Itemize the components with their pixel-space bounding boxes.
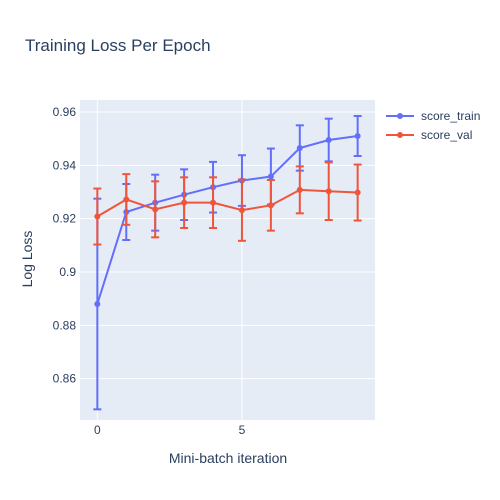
data-point [354, 189, 361, 196]
legend-label: score_train [421, 109, 480, 123]
y-ticks: 0.86 0.88 0.9 0.92 0.94 0.96 [53, 105, 77, 386]
y-tick-label: 0.86 [53, 372, 77, 386]
x-tick-label: 5 [239, 423, 246, 437]
data-point [238, 207, 245, 214]
series-score_val [93, 161, 362, 246]
series-line [96, 188, 358, 218]
legend-label: score_val [421, 128, 472, 142]
legend-swatch-marker [397, 113, 403, 119]
legend: score_train score_val [386, 109, 480, 142]
y-tick-label: 0.96 [53, 105, 77, 119]
legend-item-score_train: score_train [386, 109, 480, 123]
legend-swatch-marker [397, 132, 403, 138]
y-tick-label: 0.9 [59, 265, 76, 279]
data-point [152, 206, 159, 213]
y-tick-label: 0.92 [53, 212, 77, 226]
data-point [325, 137, 332, 143]
data-point [210, 199, 217, 206]
x-tick-label: 0 [94, 423, 101, 437]
data-point [325, 188, 332, 195]
data-point [94, 301, 101, 307]
y-axis-title: Log Loss [19, 231, 35, 288]
data-point [296, 145, 303, 151]
y-tick-label: 0.88 [53, 318, 77, 332]
data-point [267, 202, 274, 209]
chart-title: Training Loss Per Epoch [25, 36, 211, 55]
x-axis-title: Mini-batch iteration [169, 450, 287, 466]
data-point [94, 213, 101, 220]
legend-item-score_val: score_val [386, 128, 472, 142]
data-point [296, 186, 303, 193]
y-tick-label: 0.94 [53, 158, 77, 172]
series-layer [93, 115, 362, 411]
data-point [267, 173, 274, 180]
data-point [123, 196, 130, 203]
data-point [354, 133, 361, 139]
series-line [96, 135, 358, 305]
plot-area [80, 100, 375, 420]
data-point [181, 199, 188, 206]
